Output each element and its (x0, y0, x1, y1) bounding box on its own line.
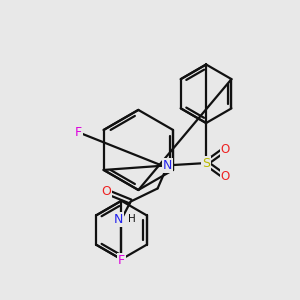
Text: N: N (114, 213, 123, 226)
Text: S: S (202, 157, 210, 169)
Text: O: O (101, 185, 111, 198)
Text: F: F (75, 126, 82, 139)
Text: F: F (118, 254, 125, 267)
Text: H: H (128, 214, 136, 224)
Text: O: O (221, 143, 230, 156)
Text: O: O (221, 170, 230, 183)
Text: N: N (163, 159, 172, 172)
